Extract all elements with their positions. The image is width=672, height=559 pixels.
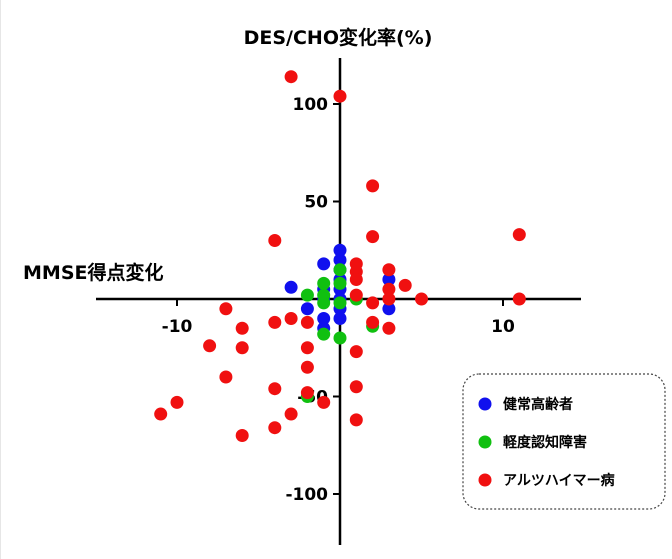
legend-label: アルツハイマー病 <box>503 472 615 489</box>
data-point <box>284 407 298 421</box>
data-point <box>317 296 331 310</box>
data-point <box>349 273 363 286</box>
data-point <box>415 292 428 306</box>
data-point <box>382 273 396 286</box>
data-point <box>333 253 347 267</box>
data-point <box>219 370 233 384</box>
data-point <box>382 282 396 296</box>
data-point <box>398 278 412 292</box>
data-point <box>382 263 396 277</box>
data-point <box>333 89 347 103</box>
data-point <box>333 312 347 325</box>
data-point <box>170 395 184 409</box>
data-point <box>333 296 347 310</box>
data-point <box>317 395 331 409</box>
legend-marker <box>478 397 492 411</box>
data-point <box>333 243 347 257</box>
data-point <box>349 288 363 302</box>
data-point <box>366 315 380 329</box>
data-point <box>366 230 380 244</box>
data-point <box>349 345 363 359</box>
data-point <box>317 276 331 290</box>
data-point <box>300 288 314 302</box>
data-point <box>300 302 314 316</box>
legend-box <box>462 373 666 510</box>
data-point <box>268 421 282 435</box>
data-point <box>366 296 380 310</box>
data-point <box>382 321 396 335</box>
data-point <box>300 341 314 355</box>
data-point <box>284 312 298 325</box>
data-point <box>333 331 347 345</box>
data-point <box>317 312 331 325</box>
data-point <box>317 257 331 271</box>
data-point <box>235 429 249 442</box>
data-point <box>284 280 298 294</box>
data-point <box>268 234 282 247</box>
data-point <box>512 292 526 306</box>
legend-label: 軽度認知障害 <box>503 434 587 451</box>
y-tick-label: 50 <box>304 193 328 213</box>
data-point <box>382 302 396 316</box>
data-point <box>300 386 314 400</box>
data-point <box>268 315 282 329</box>
data-point <box>300 315 314 329</box>
data-point <box>317 327 331 341</box>
data-point <box>333 276 347 290</box>
data-point <box>366 179 380 193</box>
y-tick-label: 100 <box>293 95 329 115</box>
data-point <box>268 382 282 396</box>
data-point <box>154 407 168 421</box>
data-point <box>203 339 217 353</box>
legend-marker <box>478 473 492 487</box>
data-point <box>512 228 526 242</box>
data-point <box>219 302 233 316</box>
x-tick-label: 10 <box>491 317 515 337</box>
legend-marker <box>478 435 492 449</box>
data-point <box>382 292 396 306</box>
data-points-group <box>154 70 526 442</box>
x-tick-label: -10 <box>162 317 193 337</box>
data-point <box>235 341 249 355</box>
legend-label: 健常高齢者 <box>503 396 573 413</box>
x-axis-title: MMSE得点変化 <box>23 261 163 284</box>
y-axis-title: DES/CHO変化率(%) <box>244 26 433 49</box>
data-point <box>333 263 347 277</box>
data-point <box>284 70 298 84</box>
data-point <box>349 380 363 394</box>
y-tick-label: -100 <box>285 485 328 505</box>
data-point <box>235 321 249 335</box>
data-point <box>300 360 314 374</box>
data-point <box>349 413 363 427</box>
